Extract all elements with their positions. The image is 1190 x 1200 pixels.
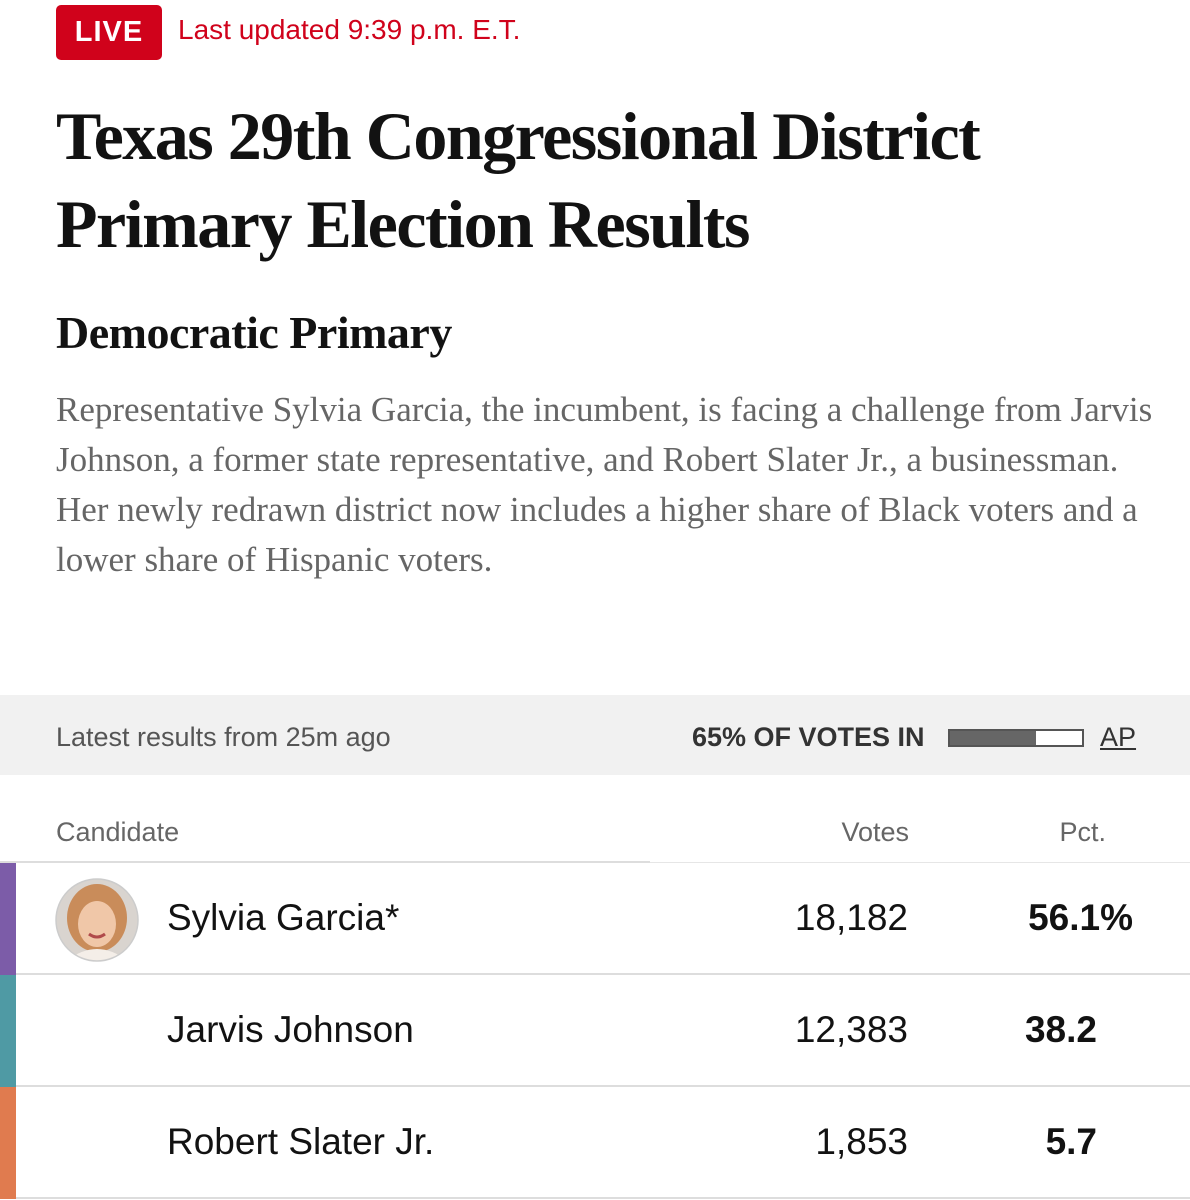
section-title: Democratic Primary xyxy=(56,307,452,358)
party-stripe xyxy=(0,1087,16,1199)
source-link[interactable]: AP xyxy=(1100,722,1137,752)
live-badge: LIVE xyxy=(56,5,162,60)
candidate-name: Jarvis Johnson xyxy=(167,1009,414,1050)
progress-fill xyxy=(950,731,1036,745)
header-rule xyxy=(650,862,1190,863)
section-description: Representative Sylvia Garcia, the incumb… xyxy=(56,390,1153,579)
candidate-name: Sylvia Garcia* xyxy=(167,897,400,938)
column-header: Votes xyxy=(841,817,909,847)
vote-pct: 5.7 xyxy=(1045,1121,1097,1162)
party-stripe xyxy=(0,863,16,975)
header-rule xyxy=(0,861,650,863)
column-header: Pct. xyxy=(1059,817,1106,847)
candidate-name: Robert Slater Jr. xyxy=(167,1121,435,1162)
party-stripe xyxy=(0,975,16,1087)
vote-pct: 38.2 xyxy=(1024,1009,1097,1050)
progress-bar xyxy=(948,729,1084,747)
result-row: Jarvis Johnson 12,383 38.2 xyxy=(0,975,1190,1087)
column-header: Candidate xyxy=(56,817,180,847)
result-row: Robert Slater Jr. 1,853 5.7 xyxy=(0,1087,1190,1199)
updated-time: Last updated 9:39 p.m. E.T. xyxy=(178,14,521,45)
candidate-photo xyxy=(55,878,139,962)
vote-pct: 56.1% xyxy=(1028,897,1133,938)
vote-count: 12,383 xyxy=(794,1009,908,1050)
vote-count: 1,853 xyxy=(815,1121,908,1162)
page-title: Texas 29th Congressional District Primar… xyxy=(56,98,981,262)
votes-in-label: 65% OF VOTES IN xyxy=(692,722,925,752)
latest-results: Latest results from 25m ago xyxy=(56,722,391,752)
result-row: Sylvia Garcia* 18,182 56.1% xyxy=(0,863,1190,975)
vote-count: 18,182 xyxy=(794,897,908,938)
